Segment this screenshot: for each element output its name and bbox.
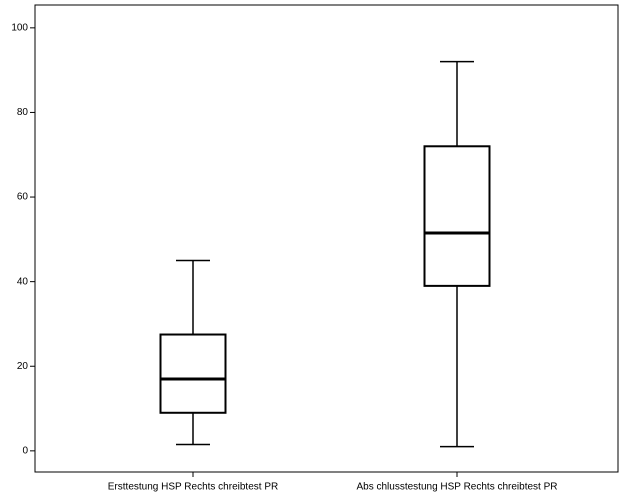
- y-tick-label: 100: [11, 22, 28, 33]
- y-tick-label: 0: [22, 445, 28, 456]
- x-tick-label: Abs chlusstestung HSP Rechts chreibtest …: [356, 482, 557, 493]
- plot-frame: [34, 4, 619, 473]
- y-tick-label: 20: [17, 361, 29, 372]
- box: [423, 145, 491, 287]
- x-tick-label: Ersttestung HSP Rechts chreibtest PR: [108, 482, 278, 493]
- y-tick-label: 80: [17, 107, 29, 118]
- y-tick-label: 60: [17, 192, 29, 203]
- y-tick-label: 40: [17, 276, 29, 287]
- box: [159, 333, 227, 414]
